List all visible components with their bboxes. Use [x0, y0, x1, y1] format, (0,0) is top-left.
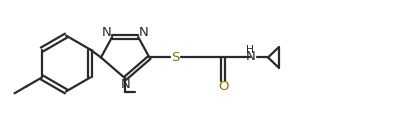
Text: N: N	[245, 51, 255, 64]
Text: O: O	[217, 80, 228, 93]
Text: N: N	[138, 26, 148, 39]
Text: H: H	[246, 45, 254, 55]
Text: S: S	[171, 51, 179, 64]
Text: N: N	[102, 26, 111, 39]
Text: N: N	[120, 78, 130, 91]
